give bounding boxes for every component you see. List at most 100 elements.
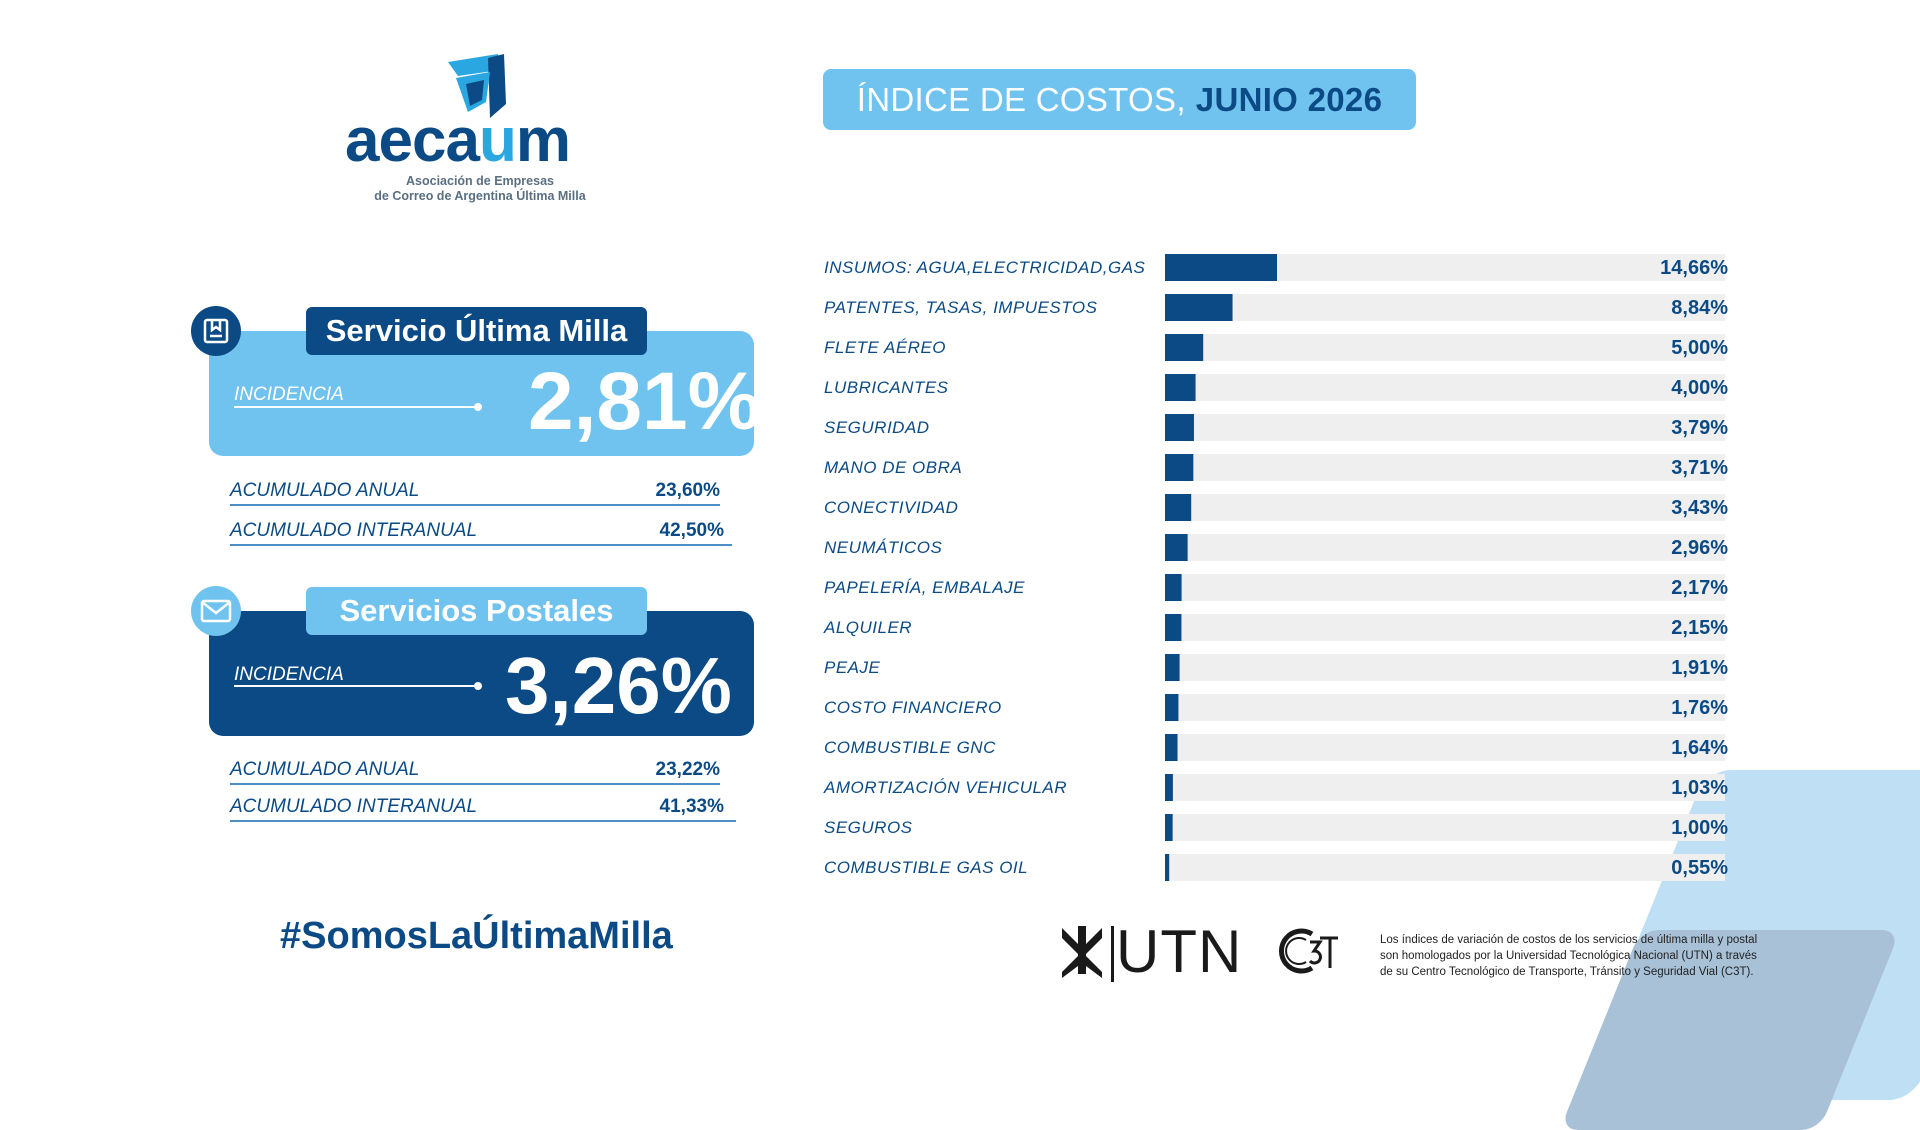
bar-category-label: AMORTIZACIÓN VEHICULAR bbox=[823, 778, 1067, 797]
bar-value-label: 1,76% bbox=[1671, 697, 1728, 719]
bar-track bbox=[1165, 734, 1725, 761]
bar bbox=[1165, 294, 1233, 321]
bar-value-label: 3,79% bbox=[1671, 417, 1728, 439]
bar-track bbox=[1165, 654, 1725, 681]
hashtag: #SomosLaÚltimaMilla bbox=[280, 915, 673, 957]
bar-category-label: SEGUROS bbox=[824, 818, 913, 837]
bar-track bbox=[1165, 614, 1725, 641]
bar-category-label: COSTO FINANCIERO bbox=[824, 698, 1002, 717]
cost-index-bar-chart: INSUMOS: AGUA,ELECTRICIDAD,GAS 14,66% PATE… bbox=[823, 254, 1728, 881]
bar-value-label: 1,00% bbox=[1671, 817, 1728, 839]
bar-value-label: 5,00% bbox=[1671, 337, 1728, 359]
annual-value: 23,22% bbox=[655, 759, 720, 780]
bar-track bbox=[1165, 774, 1725, 801]
bar-category-label: NEUMÁTICOS bbox=[824, 538, 943, 557]
bar bbox=[1165, 534, 1188, 561]
interannual-row: ACUMULADO INTERANUAL 42,50% bbox=[230, 514, 732, 546]
incidence-line-dot bbox=[474, 682, 482, 690]
bar-track bbox=[1165, 334, 1725, 361]
bar bbox=[1165, 414, 1194, 441]
bar-value-label: 2,15% bbox=[1671, 617, 1728, 639]
bar-category-label: PATENTES, TASAS, IMPUESTOS bbox=[824, 298, 1098, 317]
bar bbox=[1165, 694, 1179, 721]
bar-category-label: INSUMOS: AGUA,ELECTRICIDAD,GAS bbox=[824, 258, 1146, 277]
bar-category-label: PAPELERÍA, EMBALAJE bbox=[824, 578, 1025, 597]
bar-track bbox=[1165, 534, 1725, 561]
utn-wordmark: UTN bbox=[1116, 918, 1243, 985]
last-mile-title: Servicio Última Milla bbox=[306, 307, 647, 355]
interannual-value: 42,50% bbox=[659, 520, 724, 541]
annual-value: 23,60% bbox=[655, 480, 720, 501]
bar-track bbox=[1165, 414, 1725, 441]
bar-category-label: PEAJE bbox=[824, 658, 881, 677]
annual-label: ACUMULADO ANUAL bbox=[230, 480, 420, 501]
bar bbox=[1165, 574, 1182, 601]
incidence-label: INCIDENCIA bbox=[234, 664, 344, 685]
bar-value-label: 8,84% bbox=[1671, 297, 1728, 319]
bar-category-label: COMBUSTIBLE GNC bbox=[824, 738, 996, 757]
bar bbox=[1165, 254, 1278, 281]
bar-track bbox=[1165, 494, 1725, 521]
interannual-label: ACUMULADO INTERANUAL bbox=[230, 796, 478, 817]
annual-row: ACUMULADO ANUAL 23,60% bbox=[230, 474, 720, 506]
incidence-value: 3,26% bbox=[505, 641, 732, 730]
bar bbox=[1165, 614, 1182, 641]
bar-track bbox=[1165, 814, 1725, 841]
bar-track bbox=[1165, 694, 1725, 721]
bar-category-label: CONECTIVIDAD bbox=[824, 498, 958, 517]
bar-category-label: FLETE AÉREO bbox=[824, 338, 946, 357]
bar-value-label: 14,66% bbox=[1660, 257, 1728, 279]
bar bbox=[1165, 734, 1178, 761]
bar-track bbox=[1165, 574, 1725, 601]
bar bbox=[1165, 454, 1194, 481]
bar-category-label: LUBRICANTES bbox=[824, 378, 949, 397]
bar-value-label: 1,64% bbox=[1671, 737, 1728, 759]
interannual-value: 41,33% bbox=[659, 796, 724, 817]
bar-value-label: 0,55% bbox=[1671, 857, 1728, 879]
incidence-line bbox=[234, 406, 476, 408]
incidence-label: INCIDENCIA bbox=[234, 384, 344, 405]
interannual-row: ACUMULADO INTERANUAL 41,33% bbox=[230, 790, 736, 822]
bar-value-label: 2,17% bbox=[1671, 577, 1728, 599]
title-period: JUNIO 2026 bbox=[1195, 80, 1383, 118]
page-title: ÍNDICE DE COSTOS, JUNIO 2026 bbox=[823, 69, 1416, 130]
bar bbox=[1165, 654, 1180, 681]
bar bbox=[1165, 374, 1196, 401]
bar-track bbox=[1165, 854, 1725, 881]
bar-category-label: COMBUSTIBLE GAS OIL bbox=[824, 858, 1028, 877]
bar-track bbox=[1165, 454, 1725, 481]
bar-value-label: 1,03% bbox=[1671, 777, 1728, 799]
brand-wordmark: aecaum bbox=[345, 106, 571, 175]
homologation-note: Los índices de variación de costos de lo… bbox=[1380, 934, 1758, 978]
title-prefix: ÍNDICE DE COSTOS, bbox=[856, 80, 1186, 118]
bar bbox=[1165, 334, 1204, 361]
bar bbox=[1165, 494, 1192, 521]
annual-row: ACUMULADO ANUAL 23,22% bbox=[230, 753, 720, 785]
bar-track bbox=[1165, 294, 1725, 321]
bar-category-label: SEGURIDAD bbox=[824, 418, 930, 437]
utn-emblem-icon bbox=[1062, 926, 1102, 978]
aecaum-logo-icon bbox=[448, 54, 506, 118]
bar-value-label: 3,71% bbox=[1671, 457, 1728, 479]
postal-title: Servicios Postales bbox=[306, 587, 647, 635]
box-icon bbox=[191, 306, 241, 356]
c3t-logo-icon bbox=[1279, 928, 1338, 974]
bar bbox=[1165, 814, 1173, 841]
envelope-icon bbox=[191, 586, 241, 636]
bar-value-label: 4,00% bbox=[1671, 377, 1728, 399]
annual-label: ACUMULADO ANUAL bbox=[230, 759, 420, 780]
bar-category-label: MANO DE OBRA bbox=[824, 458, 962, 477]
bar bbox=[1165, 774, 1173, 801]
bar-value-label: 1,91% bbox=[1671, 657, 1728, 679]
incidence-line-dot bbox=[474, 403, 482, 411]
bar-value-label: 3,43% bbox=[1671, 497, 1728, 519]
bar-category-label: ALQUILER bbox=[823, 618, 912, 637]
bar-value-label: 2,96% bbox=[1671, 537, 1728, 559]
incidence-value: 2,81% bbox=[528, 356, 761, 447]
interannual-label: ACUMULADO INTERANUAL bbox=[230, 520, 478, 541]
utn-divider bbox=[1111, 926, 1114, 982]
bar bbox=[1165, 854, 1170, 881]
bar-track bbox=[1165, 374, 1725, 401]
incidence-line bbox=[234, 685, 476, 687]
brand-subtitle: Asociación de Empresas de Correo de Arge… bbox=[374, 174, 586, 203]
